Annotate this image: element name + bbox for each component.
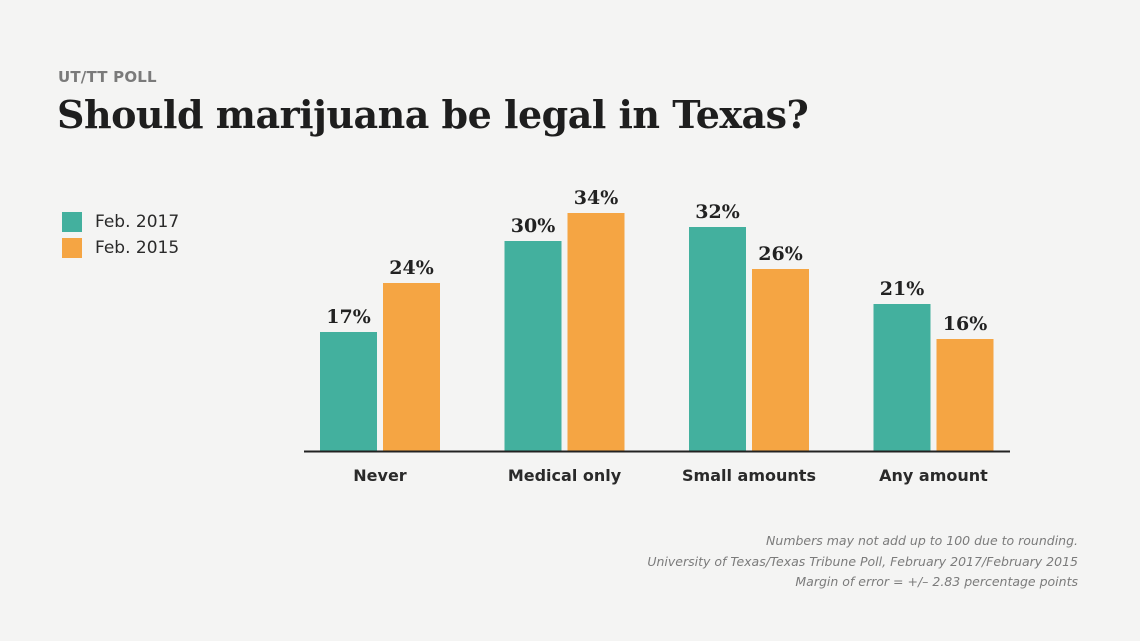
bar-value-label: 26% [758, 243, 803, 265]
bar-value-label: 16% [943, 313, 988, 335]
note-rounding: Numbers may not add up to 100 due to rou… [766, 533, 1078, 548]
bar-feb-2015 [567, 213, 625, 451]
legend-item-feb-2015: Feb. 2015 [62, 235, 179, 261]
bar-feb-2017 [873, 304, 931, 451]
bar-group-any-amount: 21% 16% Any amount [873, 278, 994, 485]
bar-group-never: 17% 24% Never [320, 257, 440, 485]
bar-group-small-amounts: 32% 26% Small amounts [682, 201, 816, 485]
legend: Feb. 2017 Feb. 2015 [62, 209, 179, 261]
bar-feb-2017 [504, 241, 562, 451]
category-label: Never [353, 466, 407, 485]
bar-value-label: 17% [326, 306, 371, 328]
legend-item-feb-2017: Feb. 2017 [62, 209, 179, 235]
bar-value-label: 34% [574, 187, 619, 209]
poll-kicker: UT/TT POLL [58, 68, 157, 86]
category-label: Medical only [508, 466, 622, 485]
bar-value-label: 32% [695, 201, 740, 223]
note-margin-of-error: Margin of error = +/– 2.83 percentage po… [795, 574, 1078, 589]
bar-feb-2015 [383, 283, 440, 451]
footnotes: Numbers may not add up to 100 due to rou… [647, 531, 1078, 593]
legend-label-feb-2017: Feb. 2017 [95, 212, 180, 232]
chart-title: Should marijuana be legal in Texas? [57, 92, 809, 137]
bar-value-label: 24% [389, 257, 434, 279]
bar-feb-2017 [689, 227, 746, 451]
legend-swatch-feb-2017 [62, 212, 82, 232]
category-label: Small amounts [682, 466, 816, 485]
note-source: University of Texas/Texas Tribune Poll, … [647, 553, 1078, 569]
legend-swatch-feb-2015 [62, 238, 82, 258]
bar-value-label: 21% [880, 278, 925, 300]
bar-feb-2015 [936, 339, 994, 451]
bar-feb-2015 [752, 269, 809, 451]
bar-group-medical-only: 30% 34% Medical only [504, 187, 625, 485]
legend-label-feb-2015: Feb. 2015 [95, 238, 180, 258]
category-label: Any amount [879, 466, 988, 485]
bar-value-label: 30% [511, 215, 556, 237]
bar-feb-2017 [320, 332, 377, 451]
